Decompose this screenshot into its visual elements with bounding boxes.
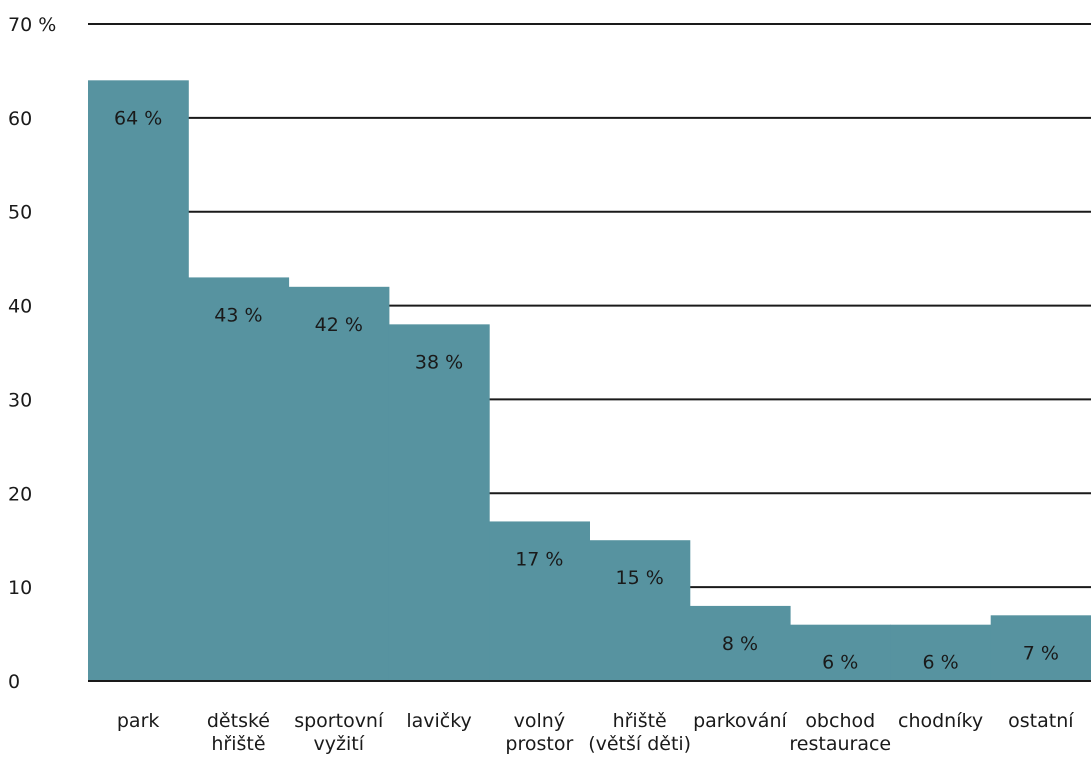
y-tick-label-40: 40: [8, 296, 32, 318]
y-tick-label-70: 70 %: [8, 14, 56, 36]
y-tick-label-0: 0: [8, 671, 20, 693]
category-label-line: restaurace: [789, 733, 891, 755]
bar-9: [990, 615, 1091, 681]
bar-8: [890, 624, 992, 681]
bar-7: [790, 624, 891, 681]
data-label-5: 15 %: [616, 567, 664, 589]
y-tick-label-50: 50: [8, 202, 32, 224]
category-label-line: prostor: [505, 733, 573, 755]
data-label-2: 42 %: [315, 314, 363, 336]
category-label-8: chodníky: [898, 710, 983, 732]
y-tick-label-60: 60: [8, 108, 32, 130]
category-label-line: chodníky: [898, 710, 983, 732]
category-label-2: sportovní vyžití: [294, 710, 384, 755]
category-label-line: volný: [514, 710, 565, 732]
y-tick-label-10: 10: [8, 577, 32, 599]
category-label-line: lavičky: [406, 710, 471, 732]
bar-5: [589, 540, 691, 681]
category-label-line: dětské: [207, 710, 270, 732]
data-label-3: 38 %: [415, 351, 463, 373]
data-labels: 64 % 43 % 42 % 38 % 17 % 15 % 8 % 6 % 6 % 7 %: [114, 107, 1059, 673]
y-axis-tick-labels: 0 10 20 30 40 50 60 70 %: [8, 14, 56, 693]
bar-0: [88, 80, 189, 682]
bars: [88, 80, 1091, 682]
y-tick-label-20: 20: [8, 483, 32, 505]
category-label-4: volný prostor: [505, 710, 573, 755]
category-label-0: park: [117, 710, 160, 732]
category-label-7: obchod restaurace: [789, 710, 891, 755]
category-label-line: park: [117, 710, 160, 732]
data-label-7: 6 %: [822, 652, 858, 674]
data-label-0: 64 %: [114, 107, 162, 129]
data-label-9: 7 %: [1023, 642, 1059, 664]
data-label-4: 17 %: [515, 548, 563, 570]
category-label-5: hřiště (větší děti): [588, 710, 691, 755]
category-label-line: (větší děti): [588, 733, 691, 755]
data-label-1: 43 %: [214, 304, 262, 326]
bar-4: [489, 521, 590, 681]
category-label-line: sportovní: [294, 710, 384, 732]
category-label-line: obchod: [805, 710, 875, 732]
category-label-1: dětské hřiště: [207, 710, 270, 755]
category-label-line: parkování: [693, 710, 787, 732]
category-label-line: vyžití: [314, 733, 365, 755]
category-label-3: lavičky: [406, 710, 471, 732]
y-tick-label-30: 30: [8, 389, 32, 411]
category-label-9: ostatní: [1008, 710, 1074, 732]
bar-6: [689, 605, 791, 681]
category-label-line: ostatní: [1008, 710, 1074, 732]
category-label-line: hřiště: [211, 733, 265, 755]
category-label-line: hřiště: [613, 710, 667, 732]
data-label-8: 6 %: [922, 652, 958, 674]
data-label-6: 8 %: [722, 633, 758, 655]
category-label-6: parkování: [693, 710, 787, 732]
bar-2: [288, 286, 390, 681]
bar-3: [388, 324, 490, 681]
bar-1: [188, 277, 290, 681]
